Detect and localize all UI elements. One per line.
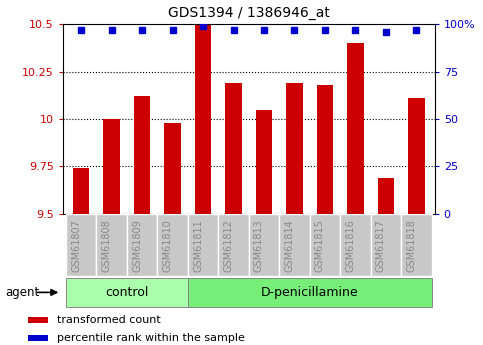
- Text: GSM61808: GSM61808: [101, 219, 112, 272]
- Text: GSM61807: GSM61807: [71, 219, 81, 272]
- Bar: [218, 214, 249, 276]
- Bar: [286, 83, 303, 214]
- Bar: [28, 317, 48, 323]
- Bar: [347, 43, 364, 214]
- Bar: [401, 214, 432, 276]
- Text: GSM61809: GSM61809: [132, 219, 142, 272]
- Bar: [134, 96, 150, 214]
- Bar: [195, 24, 212, 214]
- Title: GDS1394 / 1386946_at: GDS1394 / 1386946_at: [168, 6, 330, 20]
- Bar: [127, 214, 157, 276]
- Text: percentile rank within the sample: percentile rank within the sample: [57, 333, 244, 343]
- Text: D-penicillamine: D-penicillamine: [261, 286, 358, 299]
- Bar: [28, 335, 48, 342]
- Text: control: control: [105, 286, 148, 299]
- Text: transformed count: transformed count: [57, 315, 160, 325]
- Text: GSM61811: GSM61811: [193, 219, 203, 272]
- Bar: [256, 109, 272, 214]
- Bar: [66, 278, 188, 307]
- Bar: [279, 214, 310, 276]
- Text: GSM61815: GSM61815: [315, 219, 325, 272]
- Text: GSM61812: GSM61812: [224, 219, 233, 272]
- Text: GSM61816: GSM61816: [345, 219, 355, 272]
- Bar: [73, 168, 89, 214]
- Bar: [340, 214, 370, 276]
- Text: GSM61814: GSM61814: [284, 219, 295, 272]
- Bar: [378, 178, 394, 214]
- Bar: [157, 214, 188, 276]
- Bar: [164, 123, 181, 214]
- Bar: [316, 85, 333, 214]
- Bar: [103, 119, 120, 214]
- Text: GSM61818: GSM61818: [406, 219, 416, 272]
- Bar: [188, 278, 432, 307]
- Text: agent: agent: [5, 286, 39, 299]
- Text: GSM61817: GSM61817: [376, 219, 386, 272]
- Text: GSM61813: GSM61813: [254, 219, 264, 272]
- Bar: [96, 214, 127, 276]
- Bar: [66, 214, 96, 276]
- Bar: [408, 98, 425, 214]
- Bar: [249, 214, 279, 276]
- Text: GSM61810: GSM61810: [163, 219, 172, 272]
- Bar: [188, 214, 218, 276]
- Bar: [370, 214, 401, 276]
- Bar: [225, 83, 242, 214]
- Bar: [310, 214, 340, 276]
